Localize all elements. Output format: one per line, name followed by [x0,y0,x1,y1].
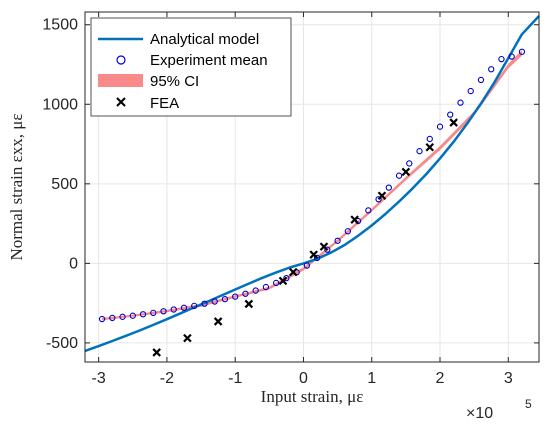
experiment-point [119,313,126,320]
experiment-point [477,76,485,84]
experiment-point [416,148,423,155]
legend: Analytical model Experiment mean 95% CI … [90,17,292,117]
legend-experiment-swatch [116,55,126,65]
x-tick-label: 3 [504,370,513,387]
fea-point-stroke [288,267,298,277]
experiment-point [334,237,341,244]
fea-point-stroke [278,276,288,286]
experiment-point [488,66,495,73]
x-tick-label: 1 [367,370,376,387]
experiment-point [313,254,321,262]
x-exponent-power: 5 [525,397,532,411]
fea-point [377,191,387,201]
legend-fea-label: FEA [150,95,179,112]
fea-point-stroke [152,348,161,357]
legend-experiment-label: Experiment mean [150,52,268,69]
fea-point-stroke [425,142,435,152]
plot-frame [84,11,540,363]
legend-ci-label: 95% CI [150,73,199,90]
experiment-point [303,262,311,269]
fea-point-stroke [350,215,359,224]
fea-marker-layer [152,118,458,357]
fea-point [350,215,359,224]
experiment-point [344,228,351,235]
experiment-point [232,293,239,300]
experiment-marker-layer [98,48,526,323]
fea-point [449,118,458,127]
experiment-point [508,53,515,60]
fea-point [183,333,192,343]
experiment-point [518,48,526,55]
experiment-point [160,308,167,315]
experiment-point [129,312,136,319]
y-tick-label: 1500 [42,17,78,34]
x-axis-ticks: -3 -2 -1 0 1 2 3 [92,12,513,387]
experiment-point [242,290,249,297]
fea-point [213,317,223,326]
fea-point [244,299,254,309]
fea-point-stroke [401,167,411,177]
experiment-point [406,160,413,167]
analytical-line-layer [84,15,540,353]
experiment-point [170,306,177,313]
x-tick-label: -1 [228,370,242,387]
x-tick-label: -2 [160,370,174,387]
fea-point [319,242,329,251]
experiment-point [252,287,259,294]
experiment-point [150,309,157,316]
analytical-line [84,15,540,353]
fea-point [309,250,318,259]
experiment-point [273,279,280,287]
experiment-point [467,87,474,95]
experiment-point [426,135,433,143]
experiment-point [180,304,188,311]
legend-analytical-label: Analytical model [150,31,259,48]
y-axis-label: Normal strain εxx, με [7,113,26,260]
experiment-point [191,302,198,309]
y-tick-label: 0 [69,255,78,272]
fea-point [401,167,411,177]
x-exponent-base: ×10 [466,405,493,422]
experiment-point [139,311,147,318]
experiment-point [283,275,290,282]
experiment-point [447,111,454,118]
experiment-point [201,300,208,307]
fea-point-stroke [309,250,318,259]
fea-point-stroke [183,333,192,343]
y-axis-ticks: -500 0 500 1000 1500 [42,17,539,352]
x-tick-label: -3 [92,370,106,387]
fea-point [152,348,161,357]
fea-point-stroke [449,118,458,127]
experiment-point [221,296,229,303]
fea-point-stroke [244,299,254,309]
fea-point [278,276,288,286]
experiment-point [457,99,464,106]
experiment-point [375,196,382,203]
legend-fea-swatch [116,97,126,107]
experiment-point [324,246,331,253]
experiment-point [395,172,403,179]
x-axis-label: Input strain, με [261,387,364,406]
fea-point [425,142,435,152]
legend-ci-swatch [98,74,143,87]
x-exponent: ×10 5 [466,397,532,422]
experiment-point [385,184,392,191]
experiment-point [436,123,444,130]
fea-point [288,267,298,277]
fea-point-stroke [319,242,329,251]
experiment-point [365,207,372,214]
x-tick-label: 2 [436,370,445,387]
y-tick-label: -500 [46,335,78,352]
y-tick-label: 1000 [42,96,78,113]
y-tick-label: 500 [51,176,78,193]
fea-point-stroke [377,191,387,201]
experiment-point [211,298,218,305]
experiment-point [262,283,270,291]
x-tick-label: 0 [299,370,308,387]
fea-point-stroke [213,317,223,326]
experiment-point [98,315,106,323]
experiment-point [498,55,505,63]
experiment-point [109,314,116,322]
